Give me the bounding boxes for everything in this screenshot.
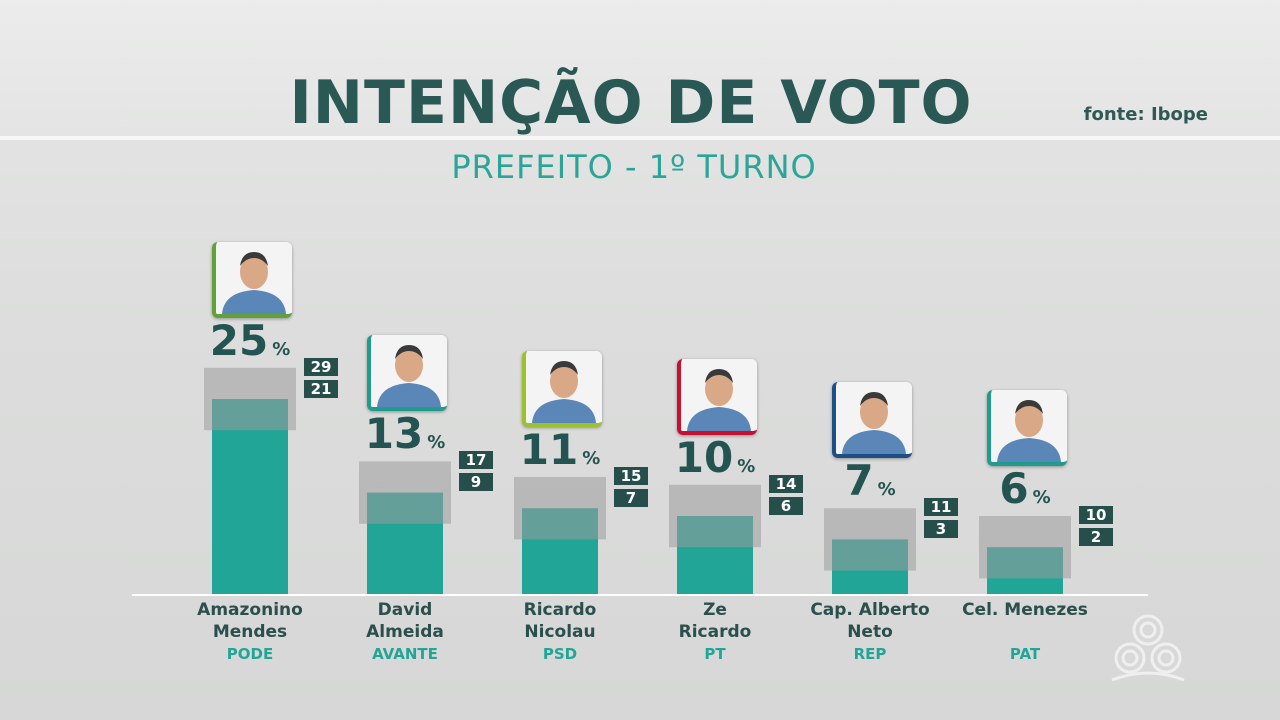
range-low-candidate-6: 2: [1079, 528, 1113, 546]
value-number: 13: [364, 409, 424, 459]
range-low-candidate-3: 7: [614, 489, 648, 507]
margin-band-candidate-1: [204, 367, 296, 431]
value-label-candidate-6: 6%: [955, 464, 1095, 513]
value-number: 10: [674, 432, 734, 482]
range-low-candidate-4: 6: [769, 496, 803, 515]
value-label-candidate-1: 25%: [180, 316, 320, 365]
margin-band-candidate-6: [979, 516, 1071, 579]
range-high-candidate-6: 10: [1079, 506, 1113, 524]
range-low-candidate-1: 21: [304, 379, 338, 398]
candidate-name-candidate-2: David Almeida: [320, 599, 490, 643]
percent-sign: %: [272, 338, 291, 360]
candidate-name-line: Almeida: [366, 622, 444, 642]
candidate-name-line: Nicolau: [524, 622, 596, 642]
source-label: fonte: Ibope: [1083, 104, 1208, 125]
value-label-candidate-3: 11%: [490, 425, 630, 474]
value-number: 25: [209, 315, 269, 365]
margin-band-candidate-2: [359, 461, 451, 524]
candidate-name-line: Mendes: [212, 622, 288, 642]
header-divider: [0, 136, 1280, 140]
value-number: 7: [844, 456, 874, 506]
candidate-name-candidate-6: Cel. Menezes: [940, 599, 1110, 621]
value-label-candidate-5: 7%: [800, 456, 940, 505]
value-number: 11: [519, 425, 579, 474]
margin-band-candidate-5: [824, 508, 916, 571]
candidate-name-line: Cel. Menezes: [962, 600, 1088, 620]
margin-band-candidate-3: [514, 477, 606, 540]
candidate-photo-icon-2: [367, 335, 447, 412]
candidate-photo-icon-1: [212, 241, 292, 318]
percent-sign: %: [1032, 487, 1051, 508]
value-label-candidate-4: 10%: [645, 433, 785, 482]
percent-sign: %: [582, 448, 601, 469]
percent-sign: %: [737, 455, 756, 477]
candidate-name-candidate-3: Ricardo Nicolau: [475, 599, 645, 643]
candidate-name-candidate-4: Ze Ricardo: [630, 599, 800, 643]
candidate-photo-icon-5: [832, 382, 912, 459]
candidate-name-line: Neto: [847, 622, 893, 642]
party-label-candidate-1: PODE: [226, 645, 274, 663]
range-high-candidate-3: 15: [614, 467, 648, 485]
header-band: [0, 0, 1280, 138]
candidate-name-line: Amazonino: [197, 600, 303, 620]
candidate-name-candidate-5: Cap. Alberto Neto: [785, 599, 955, 643]
value-number: 6: [999, 464, 1029, 513]
margin-band-candidate-4: [669, 484, 761, 548]
value-label-candidate-2: 13%: [335, 409, 475, 458]
candidate-name-line: David: [377, 600, 433, 620]
percent-sign: %: [877, 479, 896, 501]
party-label-candidate-5: REP: [853, 645, 887, 663]
candidate-photo-icon-4: [677, 358, 757, 435]
range-high-candidate-1: 29: [304, 357, 338, 376]
broadcaster-logo-icon: [1111, 614, 1185, 682]
range-low-candidate-2: 9: [459, 473, 493, 492]
party-label-candidate-3: PSD: [542, 645, 578, 663]
candidate-name-line: Cap. Alberto: [810, 600, 930, 620]
candidate-name-candidate-1: Amazonino Mendes: [165, 599, 335, 643]
candidate-photo-icon-6: [987, 390, 1067, 466]
range-high-candidate-4: 14: [769, 474, 803, 493]
candidate-name-line: Ricardo: [678, 622, 752, 642]
chart-subtitle: PREFEITO - 1º TURNO: [451, 148, 817, 186]
range-high-candidate-2: 17: [459, 451, 493, 470]
candidate-name-line: Ricardo: [523, 600, 597, 620]
bar-candidate-1: [212, 399, 288, 594]
range-low-candidate-5: 3: [924, 520, 958, 539]
party-label-candidate-4: PT: [704, 645, 726, 663]
party-label-candidate-6: PAT: [1009, 645, 1041, 663]
chart-title: INTENÇÃO DE VOTO: [289, 68, 973, 138]
candidate-name-line: Ze: [703, 600, 727, 620]
percent-sign: %: [427, 432, 446, 454]
candidate-photo-icon-3: [522, 351, 602, 427]
range-high-candidate-5: 11: [924, 498, 958, 517]
party-label-candidate-2: AVANTE: [372, 645, 438, 663]
